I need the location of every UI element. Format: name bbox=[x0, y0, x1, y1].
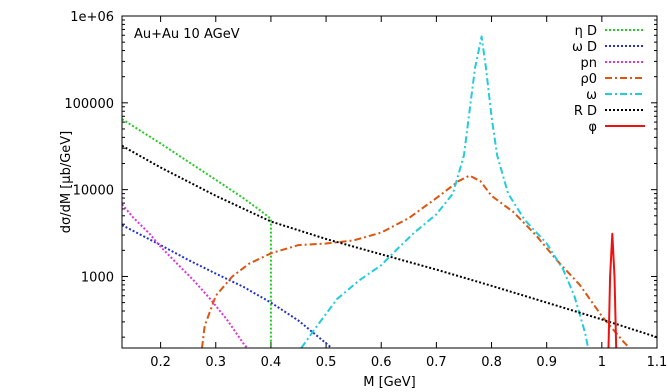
x-tick-label: 0.7 bbox=[426, 355, 447, 370]
y-tick-label: 100000 bbox=[64, 97, 114, 112]
series-layer bbox=[122, 35, 657, 348]
y-axis-label: dσ/dM [μb/GeV] bbox=[59, 131, 74, 233]
y-tick-label: 1e+06 bbox=[70, 10, 114, 25]
series-line-2 bbox=[122, 224, 333, 348]
series-line-4 bbox=[201, 174, 631, 348]
x-tick-label: 0.9 bbox=[536, 355, 557, 370]
legend-label-5: ω bbox=[586, 88, 597, 103]
series-line-3 bbox=[122, 203, 248, 348]
series-line-1 bbox=[122, 118, 272, 348]
y-tick-label: 10000 bbox=[73, 184, 114, 199]
x-tick-label: 1.1 bbox=[647, 355, 668, 370]
legend-label-7: φ bbox=[588, 120, 597, 135]
series-line-7 bbox=[607, 232, 618, 348]
x-tick-label: 0.6 bbox=[371, 355, 392, 370]
x-tick-label: 1 bbox=[598, 355, 606, 370]
plot-frame bbox=[121, 15, 658, 349]
x-tick-label: 0.2 bbox=[150, 355, 171, 370]
series-line-6 bbox=[122, 144, 657, 339]
x-tick-label: 0.5 bbox=[316, 355, 337, 370]
y-tick-label: 1000 bbox=[81, 270, 114, 285]
legend-label-6: R D bbox=[574, 104, 597, 119]
series-line-5 bbox=[300, 35, 590, 348]
x-tick-label: 0.8 bbox=[481, 355, 502, 370]
x-tick-label: 0.4 bbox=[261, 355, 282, 370]
chart-annotation: Au+Au 10 AGeV bbox=[134, 27, 240, 42]
legend-label-2: ω D bbox=[572, 40, 597, 55]
legend-label-3: pn bbox=[581, 56, 598, 71]
x-axis-label: M [GeV] bbox=[363, 375, 415, 390]
legend-label-4: ρ0 bbox=[580, 72, 597, 87]
x-tick-label: 0.3 bbox=[205, 355, 226, 370]
axes: 0.2 0.3 0.4 0.5 0.6 0.7 0.8 0.9 1 1.1 1000 10000 100… bbox=[64, 10, 667, 370]
legend-label-1: η D bbox=[575, 24, 597, 39]
